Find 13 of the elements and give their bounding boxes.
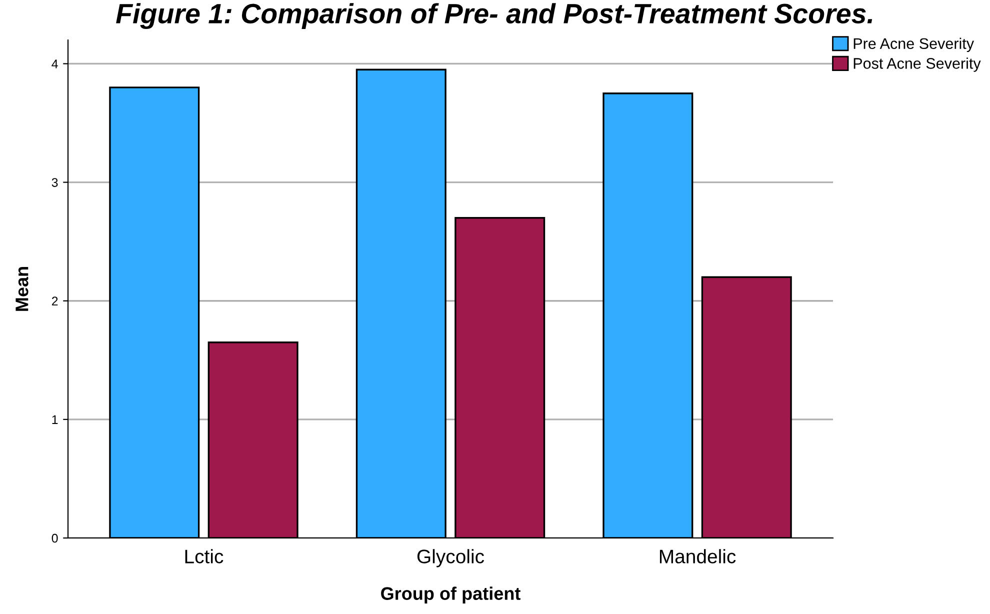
y-axis-title: Mean — [16, 267, 28, 311]
x-tick-label: Glycolic — [417, 549, 484, 568]
y-tick-label: 0 — [52, 534, 58, 543]
y-tick-label: 2 — [52, 296, 58, 306]
y-tick-label: 1 — [52, 415, 58, 424]
y-tick-label: 3 — [52, 178, 58, 187]
legend-label: Pre Acne Severity — [854, 38, 974, 52]
x-tick-label: Mandelic — [660, 549, 736, 564]
x-axis-title: Group of patient — [381, 586, 520, 604]
x-tick-label: Lctic — [185, 549, 224, 564]
chart-title: Figure 1: Comparison of Pre- and Post-Treatment Scores. — [116, 3, 872, 29]
legend-label: Post Acne Severity — [854, 58, 981, 72]
y-tick-label: 4 — [52, 60, 58, 68]
